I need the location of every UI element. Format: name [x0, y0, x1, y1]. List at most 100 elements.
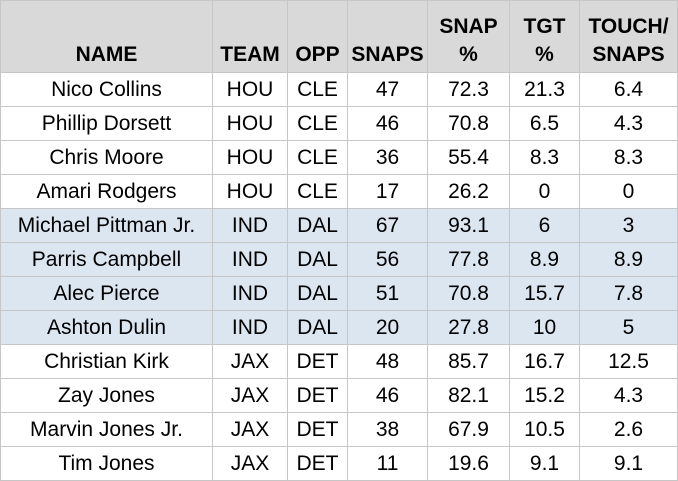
cell-team: HOU [212, 106, 288, 141]
cell-snap-pct: 93.1 [427, 208, 510, 243]
cell-snap-pct: 19.6 [427, 446, 510, 481]
cell-tgt-pct: 10 [509, 310, 580, 345]
cell-touch-snaps: 8.9 [579, 242, 678, 277]
cell-opp: DET [287, 446, 348, 481]
cell-opp: CLE [287, 174, 348, 209]
cell-team: IND [212, 208, 288, 243]
cell-touch-snaps: 6.4 [579, 72, 678, 107]
cell-snaps: 11 [347, 446, 428, 481]
cell-snaps: 46 [347, 378, 428, 413]
header-label: OPP [295, 43, 340, 66]
table-row: Tim Jones JAX DET 11 19.6 9.1 9.1 [0, 446, 678, 481]
cell-opp: CLE [287, 72, 348, 107]
table-row: Amari Rodgers HOU CLE 17 26.2 0 0 [0, 174, 678, 209]
cell-tgt-pct: 6 [509, 208, 580, 243]
cell-snap-pct: 85.7 [427, 344, 510, 379]
header-label: % [459, 43, 478, 66]
cell-snap-pct: 70.8 [427, 276, 510, 311]
header-label: % [535, 43, 554, 66]
cell-tgt-pct: 15.2 [509, 378, 580, 413]
table-row: Zay Jones JAX DET 46 82.1 15.2 4.3 [0, 378, 678, 413]
header-name: NAME [0, 0, 213, 73]
cell-name: Phillip Dorsett [0, 106, 213, 141]
header-label: TOUCH/ [588, 15, 669, 38]
header-team: TEAM [212, 0, 288, 73]
header-touch-snaps: TOUCH/SNAPS [579, 0, 678, 73]
cell-tgt-pct: 16.7 [509, 344, 580, 379]
cell-touch-snaps: 8.3 [579, 140, 678, 175]
cell-team: JAX [212, 344, 288, 379]
cell-snaps: 67 [347, 208, 428, 243]
cell-touch-snaps: 9.1 [579, 446, 678, 481]
cell-team: JAX [212, 412, 288, 447]
cell-touch-snaps: 7.8 [579, 276, 678, 311]
header-label: TGT [523, 15, 566, 38]
cell-snap-pct: 72.3 [427, 72, 510, 107]
cell-snaps: 56 [347, 242, 428, 277]
table-row: Marvin Jones Jr. JAX DET 38 67.9 10.5 2.6 [0, 412, 678, 447]
table-row: Nico Collins HOU CLE 47 72.3 21.3 6.4 [0, 72, 678, 107]
cell-name: Christian Kirk [0, 344, 213, 379]
cell-tgt-pct: 15.7 [509, 276, 580, 311]
table-row: Parris Campbell IND DAL 56 77.8 8.9 8.9 [0, 242, 678, 277]
cell-snap-pct: 55.4 [427, 140, 510, 175]
cell-name: Tim Jones [0, 446, 213, 481]
table-row: Phillip Dorsett HOU CLE 46 70.8 6.5 4.3 [0, 106, 678, 141]
cell-name: Amari Rodgers [0, 174, 213, 209]
header-label: SNAPS [351, 43, 424, 66]
cell-snaps: 38 [347, 412, 428, 447]
header-row: NAME TEAM OPP SNAPS SNAP% TGT% TOUCH/SNAPS [0, 0, 678, 73]
cell-tgt-pct: 0 [509, 174, 580, 209]
cell-team: HOU [212, 140, 288, 175]
cell-opp: DAL [287, 208, 348, 243]
cell-name: Nico Collins [0, 72, 213, 107]
cell-opp: DAL [287, 276, 348, 311]
cell-team: IND [212, 242, 288, 277]
cell-touch-snaps: 4.3 [579, 106, 678, 141]
cell-name: Alec Pierce [0, 276, 213, 311]
cell-touch-snaps: 12.5 [579, 344, 678, 379]
header-tgt-pct: TGT% [509, 0, 580, 73]
header-label: SNAPS [592, 43, 665, 66]
cell-snap-pct: 77.8 [427, 242, 510, 277]
table-row: Michael Pittman Jr. IND DAL 67 93.1 6 3 [0, 208, 678, 243]
cell-opp: DET [287, 344, 348, 379]
table-row: Alec Pierce IND DAL 51 70.8 15.7 7.8 [0, 276, 678, 311]
header-label: TEAM [220, 43, 280, 66]
table-body: Nico Collins HOU CLE 47 72.3 21.3 6.4 Phillip D… [0, 72, 678, 481]
cell-snaps: 17 [347, 174, 428, 209]
cell-name: Chris Moore [0, 140, 213, 175]
cell-team: JAX [212, 378, 288, 413]
header-snap-pct: SNAP% [427, 0, 510, 73]
cell-tgt-pct: 9.1 [509, 446, 580, 481]
header-opp: OPP [287, 0, 348, 73]
cell-snap-pct: 70.8 [427, 106, 510, 141]
cell-team: JAX [212, 446, 288, 481]
table-header: NAME TEAM OPP SNAPS SNAP% TGT% TOUCH/SNAPS [0, 0, 678, 73]
cell-tgt-pct: 6.5 [509, 106, 580, 141]
cell-name: Zay Jones [0, 378, 213, 413]
header-snaps: SNAPS [347, 0, 428, 73]
table-row: Chris Moore HOU CLE 36 55.4 8.3 8.3 [0, 140, 678, 175]
table-row: Christian Kirk JAX DET 48 85.7 16.7 12.5 [0, 344, 678, 379]
cell-snap-pct: 67.9 [427, 412, 510, 447]
cell-touch-snaps: 0 [579, 174, 678, 209]
cell-tgt-pct: 8.3 [509, 140, 580, 175]
cell-touch-snaps: 5 [579, 310, 678, 345]
cell-touch-snaps: 2.6 [579, 412, 678, 447]
cell-snaps: 47 [347, 72, 428, 107]
cell-tgt-pct: 10.5 [509, 412, 580, 447]
cell-name: Michael Pittman Jr. [0, 208, 213, 243]
cell-snaps: 51 [347, 276, 428, 311]
cell-snaps: 20 [347, 310, 428, 345]
cell-team: HOU [212, 174, 288, 209]
cell-touch-snaps: 3 [579, 208, 678, 243]
cell-snap-pct: 26.2 [427, 174, 510, 209]
cell-opp: DAL [287, 310, 348, 345]
cell-snap-pct: 27.8 [427, 310, 510, 345]
cell-snaps: 48 [347, 344, 428, 379]
header-label: NAME [75, 43, 138, 66]
cell-name: Parris Campbell [0, 242, 213, 277]
cell-team: IND [212, 310, 288, 345]
